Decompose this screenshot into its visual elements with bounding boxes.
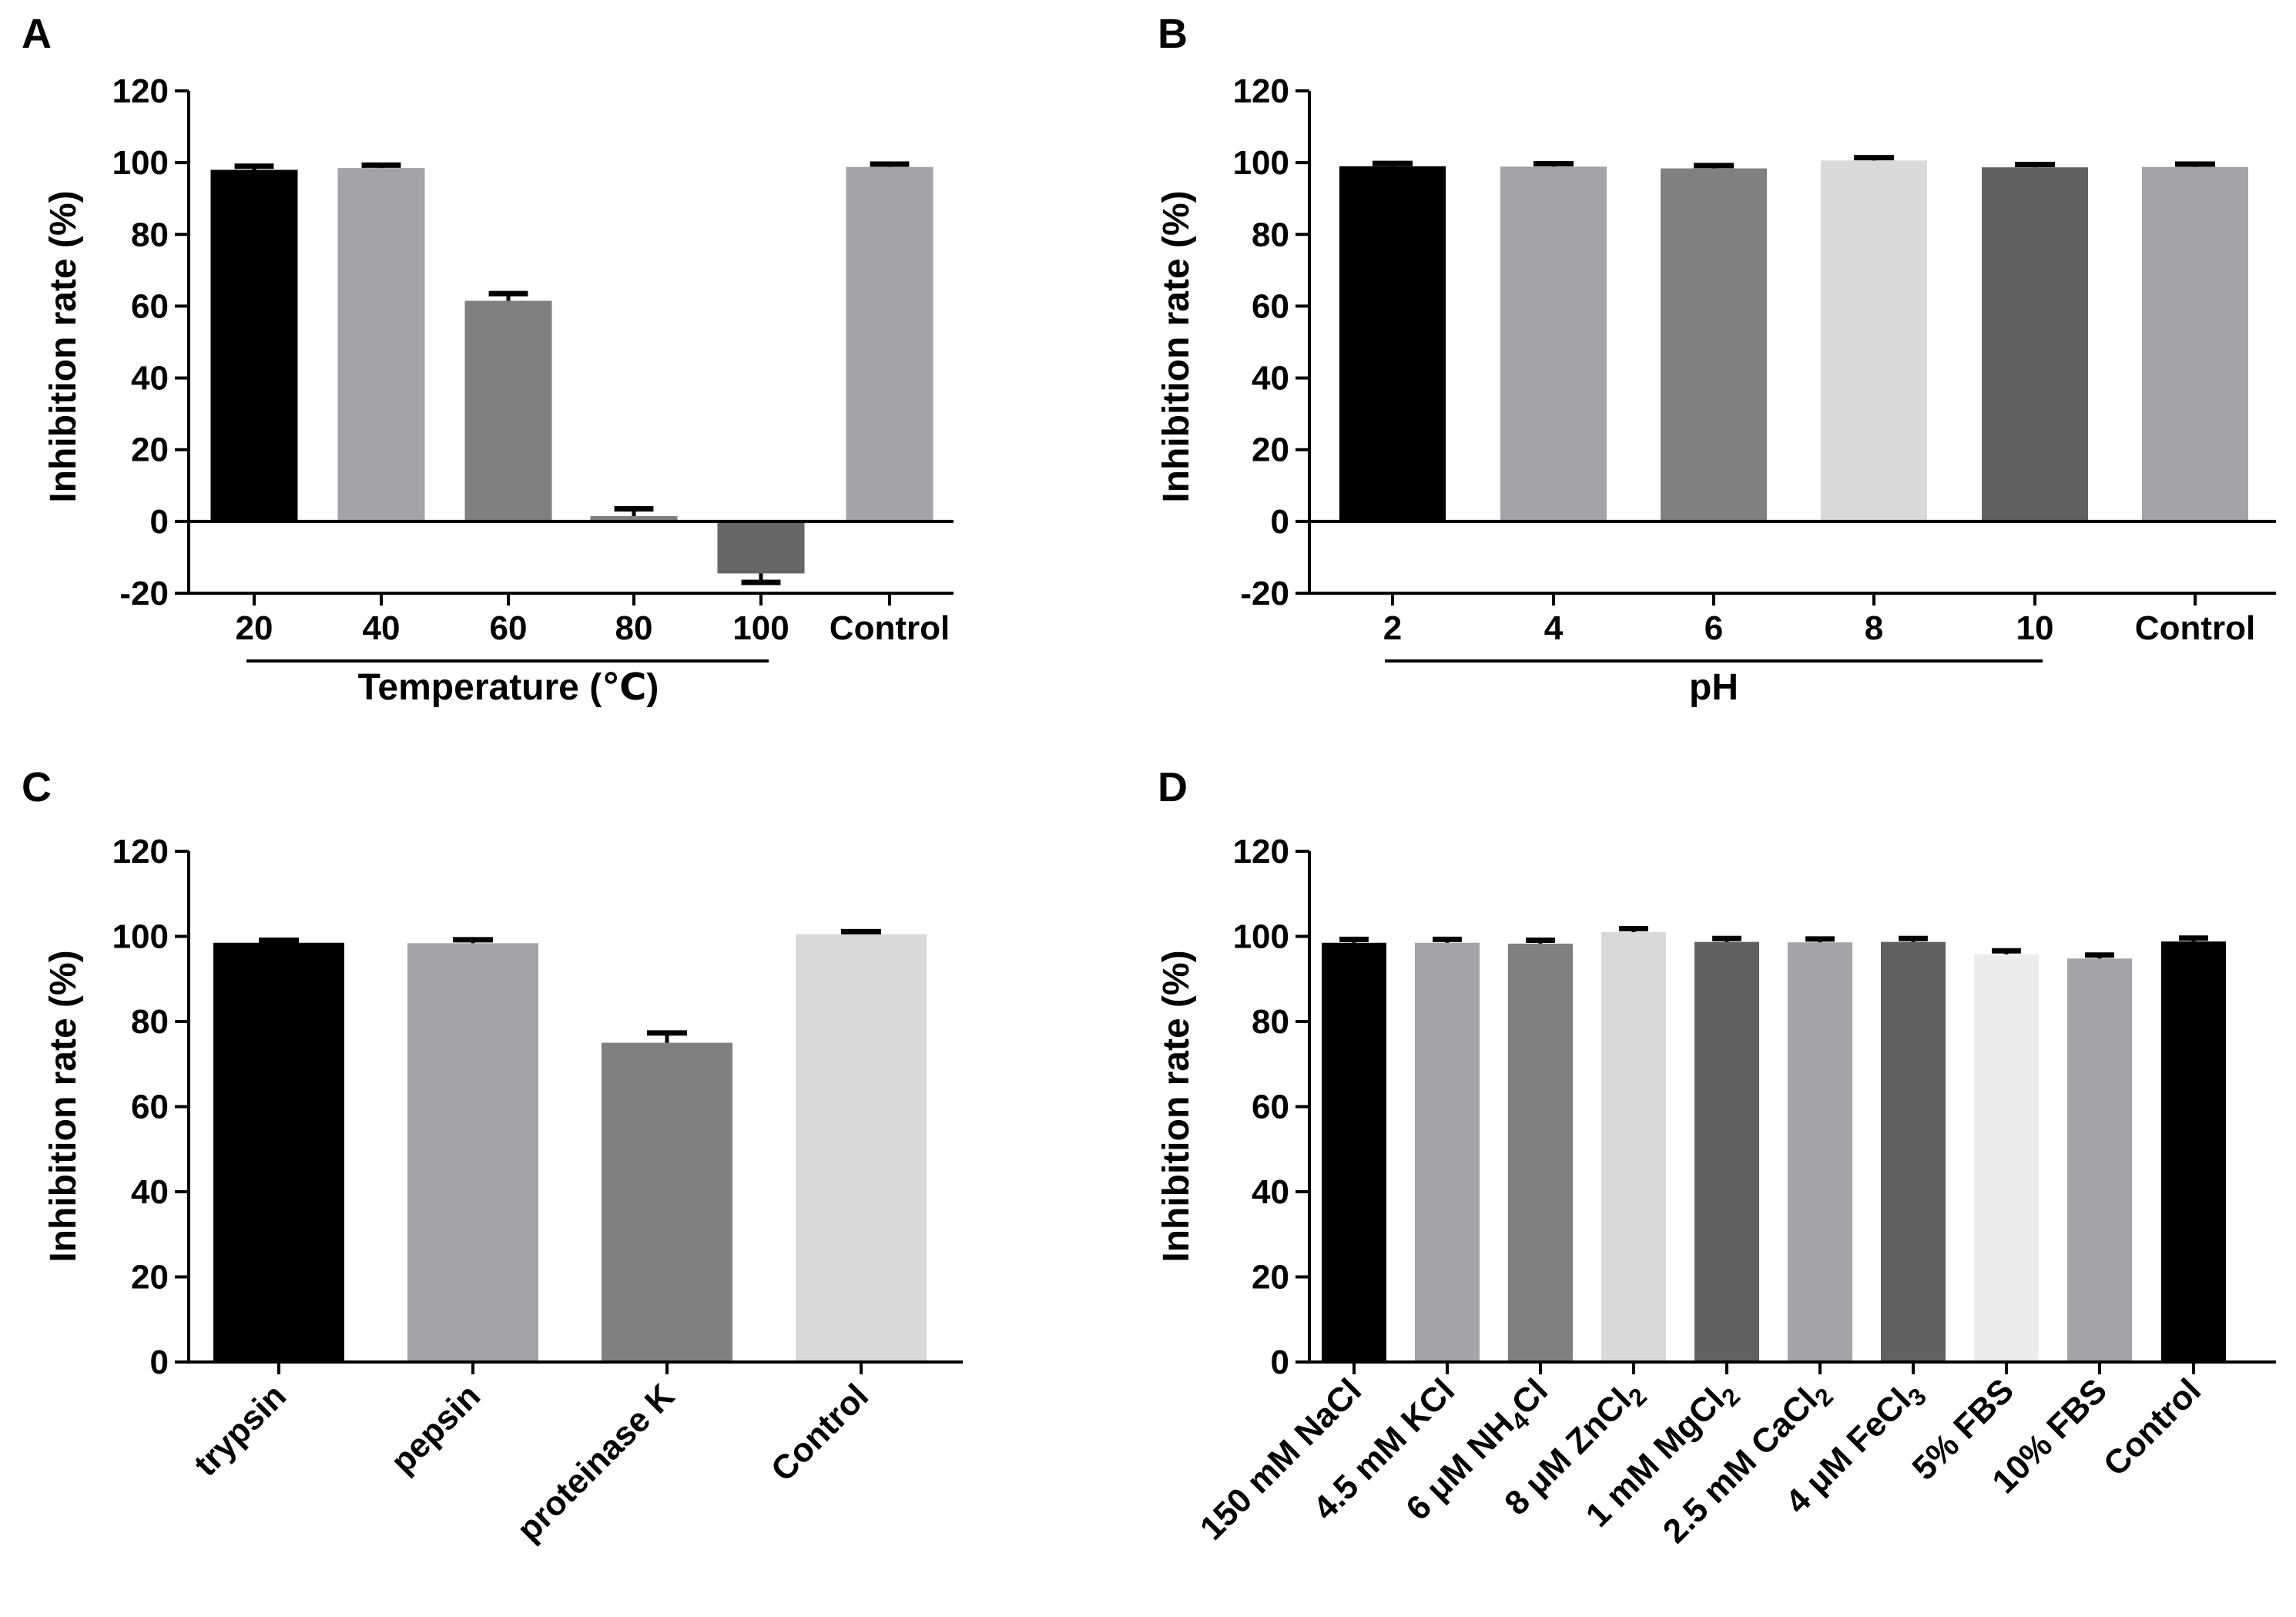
x-tick-label: Control bbox=[2135, 609, 2255, 647]
bar bbox=[1788, 942, 1852, 1362]
panel-label: B bbox=[1158, 11, 1188, 57]
y-tick-label: 100 bbox=[1233, 144, 1289, 182]
bar bbox=[407, 943, 538, 1362]
y-tick-label: 0 bbox=[1271, 1344, 1289, 1381]
bar bbox=[717, 521, 805, 574]
bar bbox=[590, 515, 678, 522]
bar bbox=[210, 169, 298, 522]
y-tick-label: 20 bbox=[131, 431, 169, 469]
bar bbox=[1415, 942, 1480, 1362]
panel-label: A bbox=[22, 11, 52, 57]
y-tick-label: 80 bbox=[131, 1003, 169, 1041]
label-part: Control bbox=[2097, 1371, 2208, 1483]
label-part: 150 mM NaCl bbox=[1193, 1371, 1369, 1547]
y-tick-label: -20 bbox=[119, 575, 169, 612]
y-tick-label: 20 bbox=[1252, 1259, 1289, 1297]
y-axis-label: Inhibition rate (%) bbox=[43, 190, 84, 502]
x-tick-label: 150 mM NaCl bbox=[1193, 1371, 1369, 1547]
y-tick-label: 0 bbox=[1271, 503, 1289, 541]
y-axis-label: Inhibition rate (%) bbox=[1156, 190, 1197, 502]
x-tick-label: trypsin bbox=[187, 1377, 293, 1483]
x-tick-label: Control bbox=[764, 1377, 876, 1488]
bar bbox=[1982, 167, 2088, 522]
panel-a: A -20 0 20 40 60 80 100 120 20 40 60 80 100 Control Tem… bbox=[22, 11, 954, 708]
bar bbox=[846, 166, 933, 522]
bar bbox=[1694, 941, 1759, 1362]
y-tick-label: 80 bbox=[131, 216, 169, 253]
bar bbox=[2142, 166, 2248, 522]
y-tick-label: 0 bbox=[150, 503, 169, 541]
y-tick-label: 0 bbox=[150, 1344, 169, 1381]
bar bbox=[337, 168, 425, 522]
y-axis-label: Inhibition rate (%) bbox=[43, 950, 84, 1262]
bar bbox=[796, 934, 927, 1362]
bar bbox=[1601, 931, 1666, 1362]
bar bbox=[1974, 954, 2039, 1362]
y-tick-label: 40 bbox=[131, 360, 169, 398]
y-tick-label: 80 bbox=[1252, 1003, 1289, 1041]
x-tick-label: 4 bbox=[1544, 609, 1564, 647]
y-axis-label: Inhibition rate (%) bbox=[1156, 950, 1197, 1262]
bar bbox=[602, 1042, 732, 1362]
bar bbox=[464, 300, 552, 522]
y-tick-label: 80 bbox=[1252, 216, 1289, 253]
bar bbox=[1881, 941, 1946, 1362]
bar bbox=[1339, 166, 1446, 522]
panel-label: D bbox=[1158, 764, 1188, 810]
y-tick-label: 120 bbox=[1233, 72, 1289, 110]
x-tick-label: 2 bbox=[1383, 609, 1402, 647]
y-tick-label: -20 bbox=[1240, 575, 1289, 612]
y-tick-label: 40 bbox=[1252, 1173, 1289, 1211]
x-tick-label: 80 bbox=[615, 609, 653, 647]
bar bbox=[2161, 941, 2226, 1362]
x-tick-label: Control bbox=[2097, 1371, 2208, 1483]
x-tick-label: 60 bbox=[490, 609, 528, 647]
panel-b: B -20 0 20 40 60 80 100 120 2 4 6 8 10 Control pH Inhibi… bbox=[1156, 11, 2276, 708]
bar bbox=[1661, 168, 1767, 522]
x-axis-label: pH bbox=[1689, 667, 1738, 708]
x-tick-label: 100 bbox=[732, 609, 789, 647]
bar bbox=[2067, 958, 2132, 1362]
bar bbox=[1322, 942, 1386, 1362]
bar bbox=[1821, 160, 1927, 522]
y-tick-label: 100 bbox=[112, 144, 169, 182]
x-tick-label: 40 bbox=[363, 609, 401, 647]
y-tick-label: 60 bbox=[131, 287, 169, 325]
y-tick-label: 60 bbox=[1252, 1089, 1289, 1126]
y-tick-label: 60 bbox=[1252, 287, 1289, 325]
bar bbox=[1500, 166, 1607, 522]
x-tick-label: proteinase K bbox=[510, 1377, 682, 1548]
x-tick-label: pepsin bbox=[384, 1377, 488, 1481]
x-axis-label: Temperature (℃) bbox=[358, 667, 659, 708]
x-tick-label: 10 bbox=[2016, 609, 2054, 647]
y-tick-label: 60 bbox=[131, 1089, 169, 1126]
panel-label: C bbox=[22, 764, 52, 810]
y-tick-label: 100 bbox=[1233, 918, 1289, 956]
y-tick-label: 20 bbox=[131, 1259, 169, 1297]
y-tick-label: 20 bbox=[1252, 431, 1289, 469]
x-tick-label: 20 bbox=[236, 609, 273, 647]
panel-c: C 0 20 40 60 80 100 120 trypsin pepsin proteinase … bbox=[22, 764, 963, 1549]
x-tick-label: Control bbox=[830, 609, 950, 647]
y-tick-label: 40 bbox=[131, 1173, 169, 1211]
bar bbox=[213, 942, 344, 1362]
y-tick-label: 120 bbox=[112, 833, 169, 871]
y-tick-label: 100 bbox=[112, 918, 169, 956]
y-tick-label: 120 bbox=[112, 72, 169, 110]
y-tick-label: 40 bbox=[1252, 360, 1289, 398]
x-tick-label: 6 bbox=[1704, 609, 1723, 647]
bar bbox=[1508, 943, 1573, 1362]
x-tick-label: 8 bbox=[1865, 609, 1883, 647]
y-tick-label: 120 bbox=[1233, 833, 1289, 871]
